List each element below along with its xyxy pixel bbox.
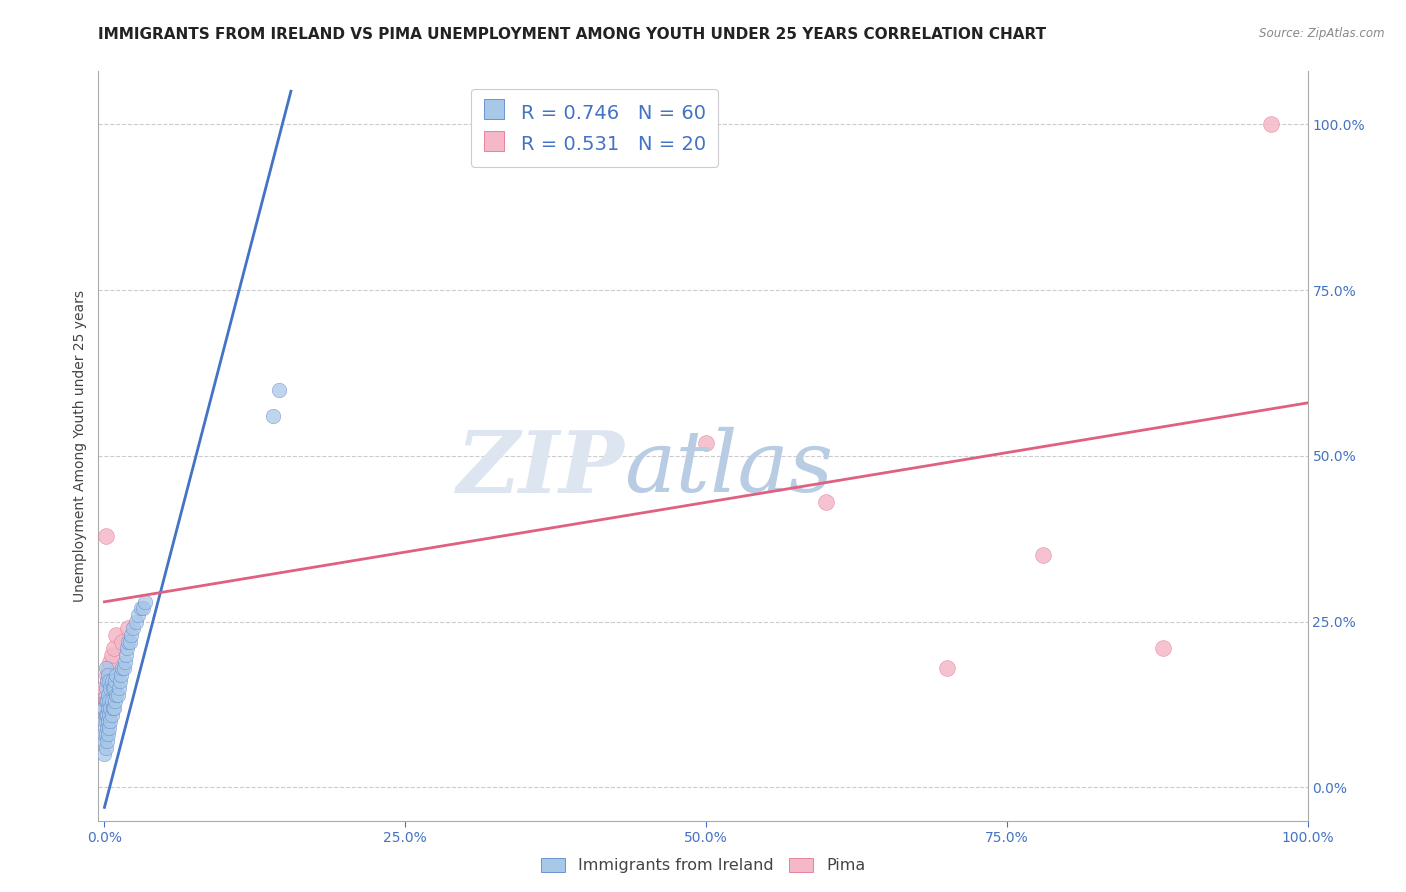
Point [94, 694, 117, 708]
Legend: R = 0.746   N = 60, R = 0.531   N = 20: R = 0.746 N = 60, R = 0.531 N = 20 [471, 88, 718, 167]
Point [103, 701, 125, 715]
Point [96, 721, 118, 735]
Point [111, 661, 134, 675]
Point [96, 734, 118, 748]
Point [105, 628, 128, 642]
Point [100, 701, 122, 715]
Point [1032, 549, 1054, 563]
Point [94, 681, 117, 695]
Point [97, 688, 120, 702]
Point [107, 688, 129, 702]
Point [98, 661, 121, 675]
Point [112, 661, 135, 675]
Point [129, 601, 152, 615]
Point [122, 621, 145, 635]
Point [267, 383, 290, 397]
Point [103, 641, 125, 656]
Point [96, 667, 118, 681]
Point [93, 701, 115, 715]
Point [98, 721, 121, 735]
Point [935, 661, 957, 675]
Point [100, 714, 122, 728]
Point [96, 694, 118, 708]
Text: atlas: atlas [624, 427, 834, 510]
Y-axis label: Unemployment Among Youth under 25 years: Unemployment Among Youth under 25 years [73, 290, 87, 602]
Point [115, 648, 138, 662]
Point [125, 615, 148, 629]
Point [93, 747, 115, 762]
Point [94, 727, 117, 741]
Point [98, 674, 121, 689]
Point [94, 661, 117, 675]
Point [104, 674, 127, 689]
Point [120, 628, 142, 642]
Point [94, 528, 117, 542]
Point [97, 674, 120, 689]
Point [101, 681, 124, 695]
Point [105, 688, 128, 702]
Point [93, 727, 115, 741]
Point [110, 667, 132, 681]
Point [132, 601, 155, 615]
Point [94, 707, 117, 722]
Point [1260, 117, 1282, 131]
Point [1152, 641, 1174, 656]
Point [117, 634, 139, 648]
Point [96, 688, 118, 702]
Point [97, 667, 120, 681]
Text: IMMIGRANTS FROM IRELAND VS PIMA UNEMPLOYMENT AMONG YOUTH UNDER 25 YEARS CORRELAT: IMMIGRANTS FROM IRELAND VS PIMA UNEMPLOY… [98, 27, 1046, 42]
Point [695, 435, 717, 450]
Point [97, 701, 120, 715]
Point [98, 694, 121, 708]
Point [118, 634, 141, 648]
Point [103, 681, 125, 695]
Text: ZIP: ZIP [457, 426, 624, 510]
Point [97, 727, 120, 741]
Point [105, 667, 128, 681]
Point [127, 608, 149, 623]
Point [134, 595, 156, 609]
Point [96, 674, 118, 689]
Point [100, 655, 122, 669]
Point [100, 694, 122, 708]
Point [94, 740, 117, 755]
Legend: Immigrants from Ireland, Pima: Immigrants from Ireland, Pima [534, 851, 872, 880]
Point [96, 707, 118, 722]
Point [93, 681, 115, 695]
Point [98, 707, 121, 722]
Point [93, 734, 115, 748]
Point [100, 681, 122, 695]
Point [104, 694, 127, 708]
Point [111, 634, 134, 648]
Text: Source: ZipAtlas.com: Source: ZipAtlas.com [1260, 27, 1385, 40]
Point [93, 701, 115, 715]
Point [117, 641, 139, 656]
Point [93, 714, 115, 728]
Point [100, 674, 122, 689]
Point [100, 707, 122, 722]
Point [815, 495, 838, 509]
Point [114, 655, 136, 669]
Point [94, 714, 117, 728]
Point [108, 674, 131, 689]
Point [262, 409, 284, 424]
Point [101, 701, 124, 715]
Point [100, 648, 122, 662]
Point [94, 694, 117, 708]
Point [97, 714, 120, 728]
Point [117, 621, 139, 635]
Point [108, 681, 131, 695]
